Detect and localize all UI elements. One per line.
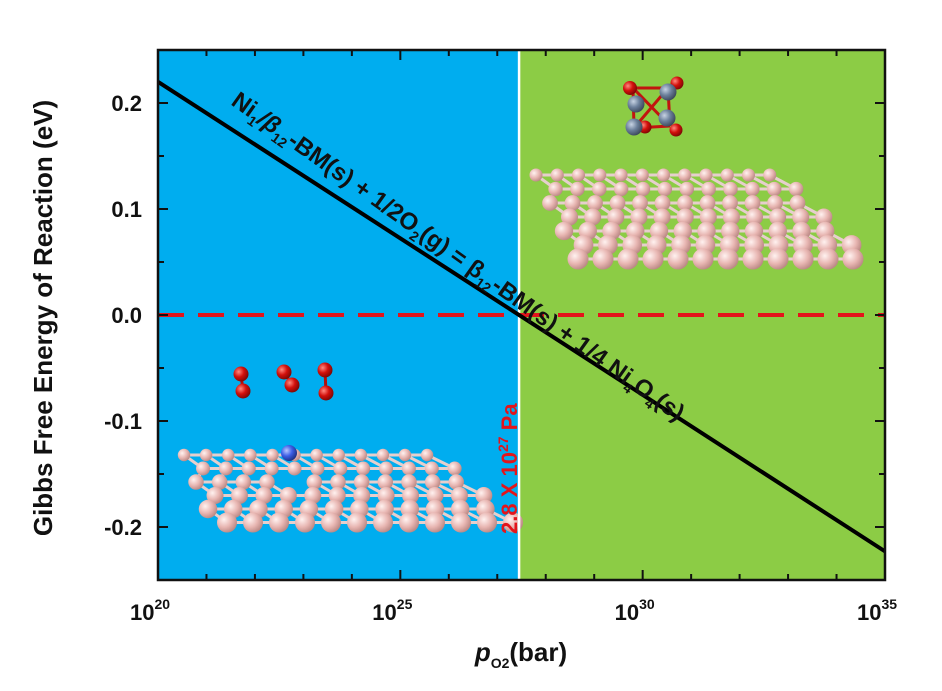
x-tick-label: 1025 [372,596,412,625]
axis-ticks [157,49,886,581]
threshold-label: 2.8 X 1027 Pa [495,403,522,534]
x-axis-title-main: p [474,637,491,667]
y-tick-label: 0.1 [111,197,142,222]
x-axis-title-sub: O2 [491,655,510,671]
series-line-gibbs-energy [156,80,887,554]
x-tick-label: 1030 [615,596,655,625]
x-tick-labels: 1020 1025 1030 1035 [130,596,897,625]
boron-sheet-right [529,168,864,270]
x-axis-title-unit: (bar) [509,637,567,667]
y-tick-label: 0.2 [111,91,142,116]
ni4o4-cluster [623,76,684,137]
y-axis-title: Gibbs Free Energy of Reaction (eV) [28,100,58,536]
boron-sheet-left [177,362,523,533]
y-tick-label: 0.0 [111,303,142,328]
x-axis-title: pO2(bar) [474,637,567,671]
y-tick-label: -0.1 [104,409,142,434]
x-tick-label: 1035 [857,596,897,625]
y-tick-label: -0.2 [104,515,142,540]
molecular-structure-illustrations [177,76,864,533]
x-tick-label: 1020 [130,596,170,625]
y-tick-labels: 0.2 0.1 0.0 -0.1 -0.2 [104,91,142,540]
